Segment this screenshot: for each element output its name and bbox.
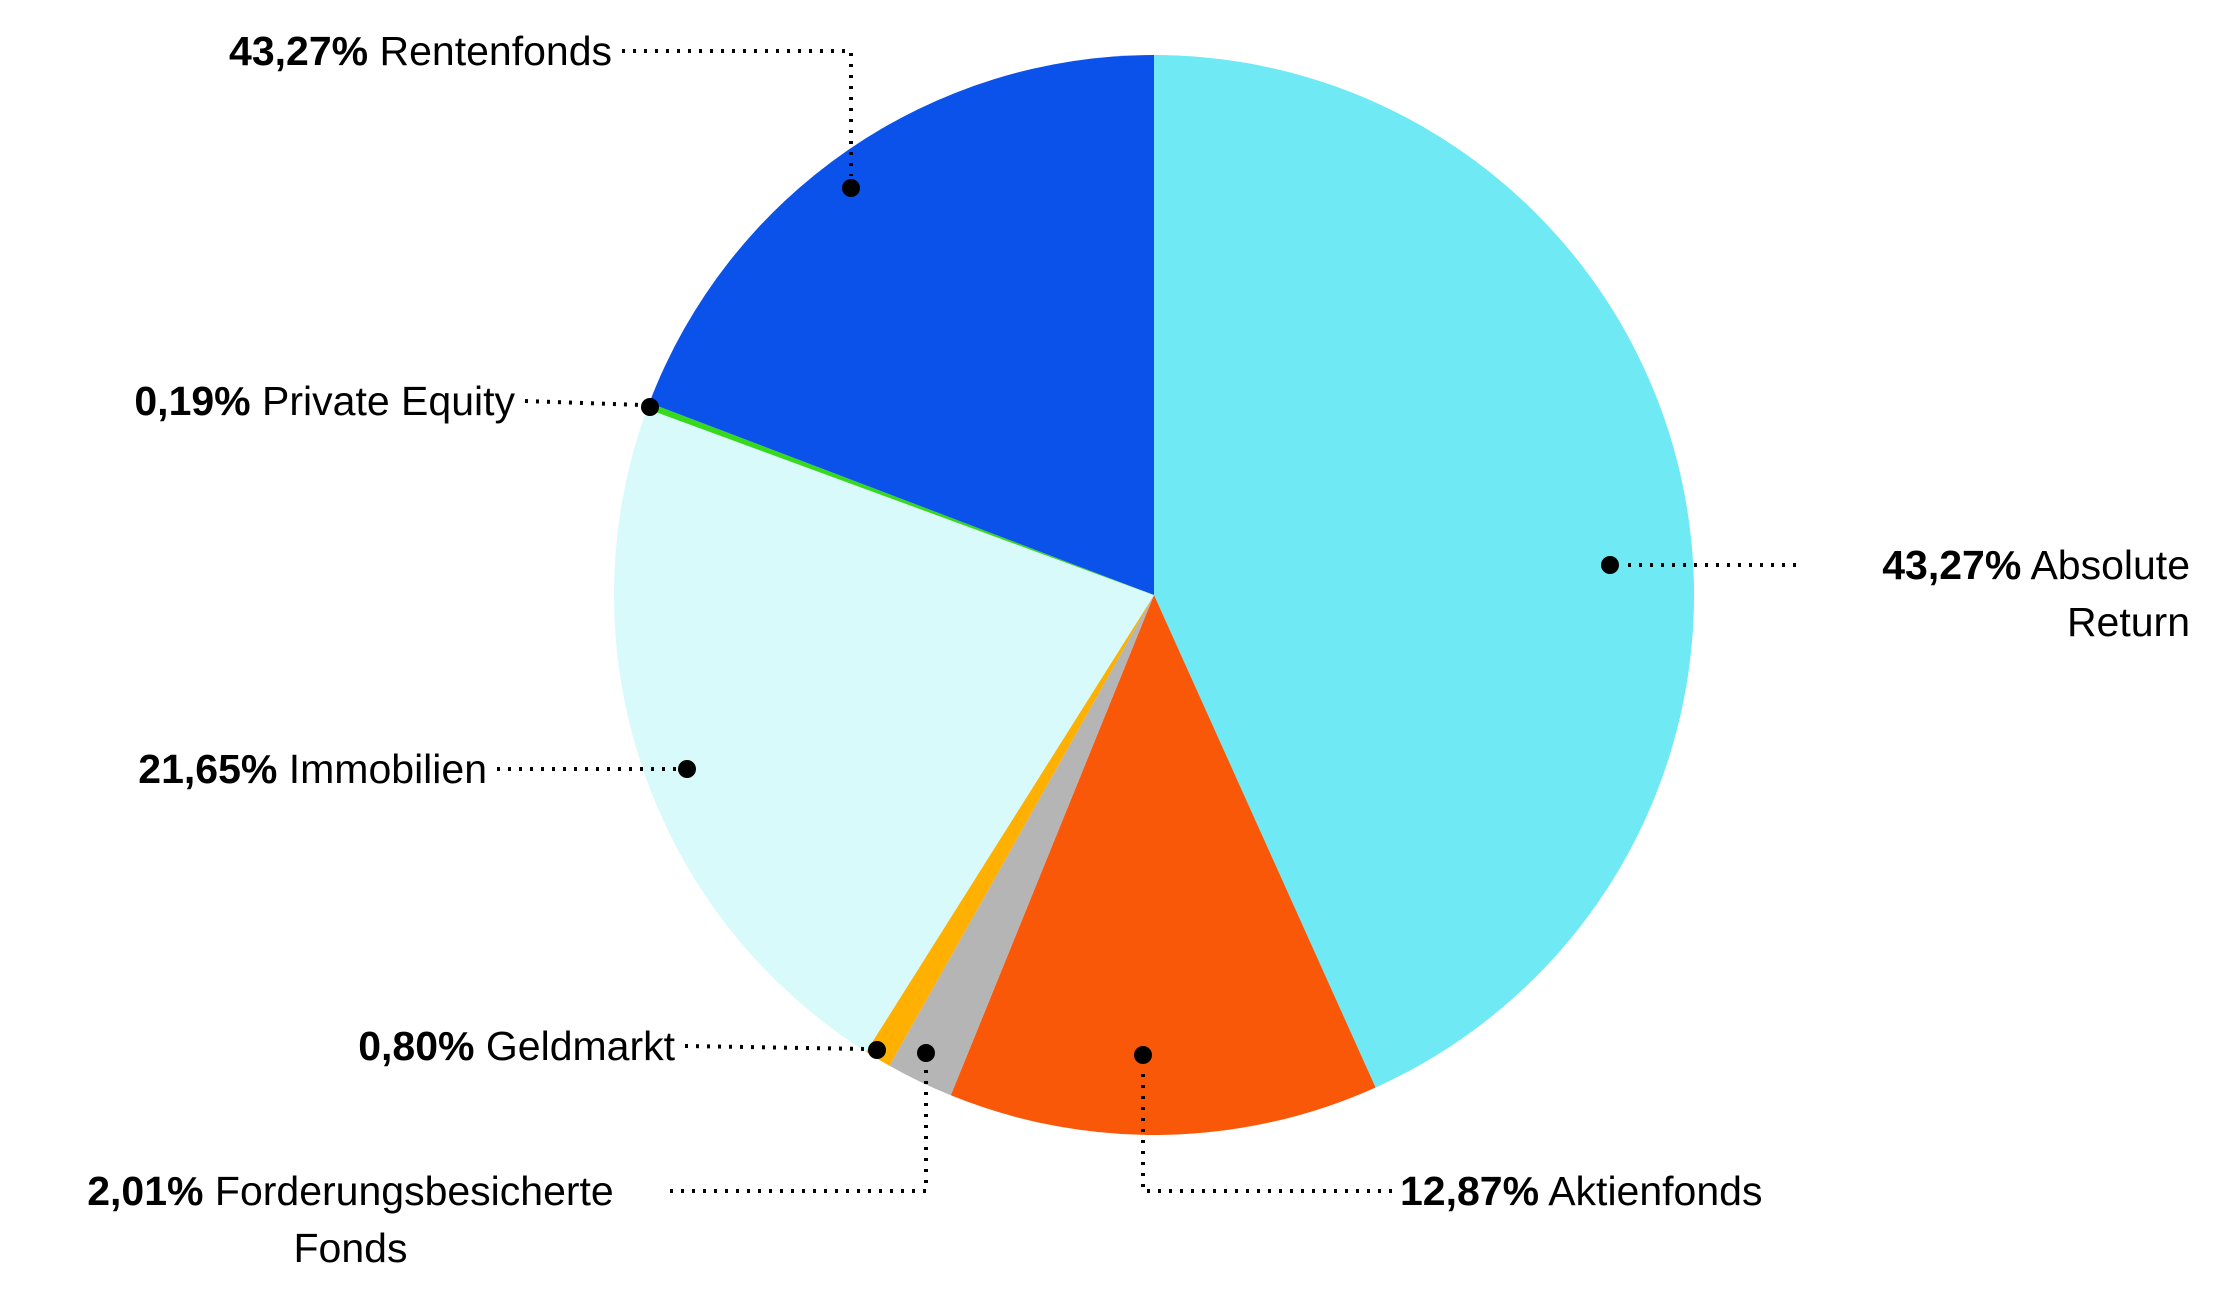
pie-slice-private-equity bbox=[647, 402, 1154, 595]
leader-dot-immobilien bbox=[678, 760, 696, 778]
pie-slice-rentenfonds bbox=[649, 55, 1154, 595]
leader-dot-absolute-return bbox=[1601, 556, 1619, 574]
leader-dot-geldmarkt bbox=[868, 1041, 886, 1059]
slice-percent-geldmarkt: 0,80% bbox=[358, 1023, 475, 1069]
pie-slice-immobilien bbox=[613, 408, 1154, 1052]
leader-line-aktienfonds bbox=[1141, 1066, 1392, 1193]
slice-percent-rentenfonds: 43,27% bbox=[229, 28, 369, 74]
leader-dot-aktienfonds bbox=[1134, 1046, 1152, 1064]
slice-name-absolute-return: Absolute Return bbox=[2030, 542, 2190, 645]
leader-line-private-equity bbox=[524, 399, 642, 407]
pie-slice-aktienfonds bbox=[950, 595, 1376, 1136]
slice-label-private-equity: 0,19% Private Equity bbox=[60, 373, 515, 430]
slice-label-absolute-return: 43,27% Absolute Return bbox=[1805, 537, 2190, 651]
leader-dot-private-equity bbox=[641, 398, 659, 416]
slice-name-forderungsbesicherte-fonds: Forderungsbesicherte Fonds bbox=[214, 1168, 614, 1271]
leader-line-geldmarkt bbox=[684, 1044, 867, 1051]
slice-name-rentenfonds: Rentenfonds bbox=[379, 28, 612, 74]
slice-name-private-equity: Private Equity bbox=[262, 378, 515, 424]
leader-dot-rentenfonds bbox=[842, 179, 860, 197]
slice-name-geldmarkt: Geldmarkt bbox=[485, 1023, 675, 1069]
leader-line-forderungsbesicherte-fonds bbox=[670, 1064, 928, 1193]
slice-percent-absolute-return: 43,27% bbox=[1882, 542, 2022, 588]
leader-dot-forderungsbesicherte-fonds bbox=[917, 1044, 935, 1062]
slice-percent-forderungsbesicherte-fonds: 2,01% bbox=[87, 1168, 204, 1214]
slice-label-geldmarkt: 0,80% Geldmarkt bbox=[275, 1018, 675, 1075]
pie-slice-forderungsbesicherte-fonds bbox=[889, 595, 1154, 1096]
slice-label-immobilien: 21,65% Immobilien bbox=[60, 741, 487, 798]
slice-label-forderungsbesicherte-fonds: 2,01% Forderungsbesicherte Fonds bbox=[38, 1163, 663, 1277]
pie-slice-absolute-return bbox=[1154, 54, 1695, 1088]
slice-percent-aktienfonds: 12,87% bbox=[1400, 1168, 1540, 1214]
leader-line-rentenfonds bbox=[622, 49, 853, 176]
slice-name-aktienfonds: Aktienfonds bbox=[1548, 1168, 1763, 1214]
slice-label-aktienfonds: 12,87% Aktienfonds bbox=[1400, 1163, 1920, 1220]
slice-percent-private-equity: 0,19% bbox=[134, 378, 251, 424]
slice-name-immobilien: Immobilien bbox=[288, 746, 487, 792]
slice-label-rentenfonds: 43,27% Rentenfonds bbox=[100, 23, 612, 80]
slice-percent-immobilien: 21,65% bbox=[138, 746, 278, 792]
pie-slice-geldmarkt bbox=[866, 595, 1154, 1066]
